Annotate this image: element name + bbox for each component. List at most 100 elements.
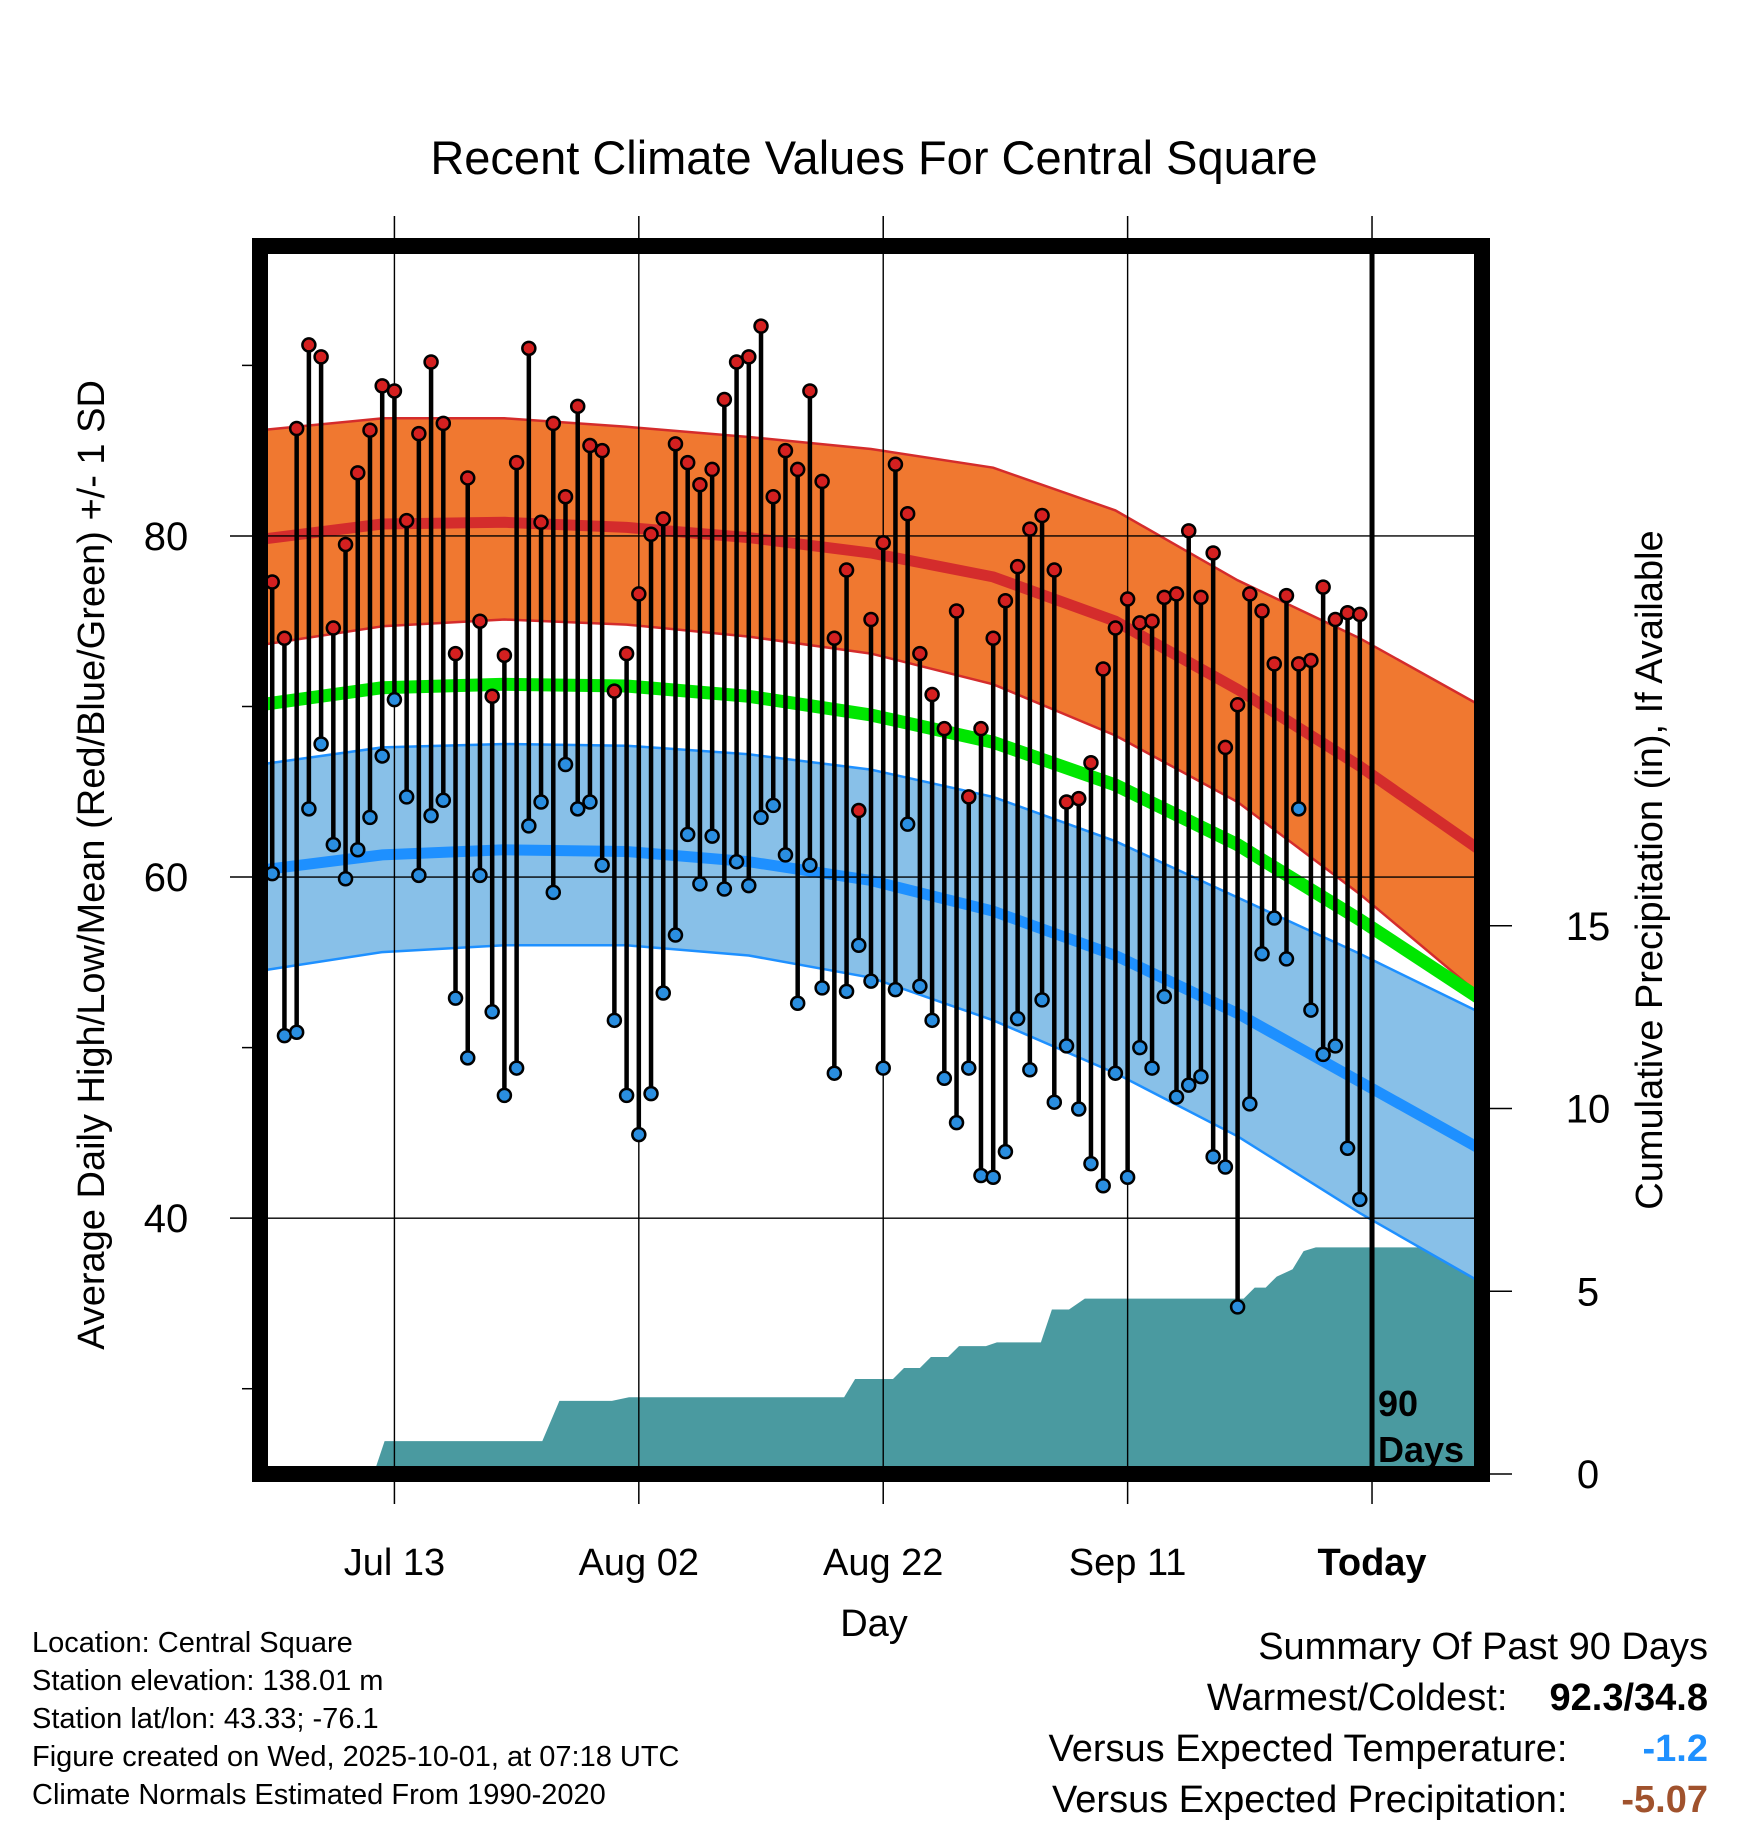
x-axis-label: Day	[840, 1603, 908, 1645]
warmest-coldest-row: Warmest/Coldest: 92.3/34.8	[1049, 1673, 1708, 1724]
elevation-line: Station elevation: 138.01 m	[32, 1665, 384, 1697]
station-info: Location: Central Square Station elevati…	[32, 1624, 680, 1814]
daily-high-point	[1339, 604, 1356, 621]
daily-high-point	[679, 454, 696, 471]
daily-low-point	[362, 809, 378, 826]
daily-low-point	[936, 1070, 953, 1087]
daily-high-point	[496, 647, 513, 664]
daily-high-point	[435, 415, 452, 432]
daily-low-point	[1119, 1169, 1136, 1185]
daily-high-point	[1107, 620, 1124, 636]
location-line: Location: Central Square	[32, 1627, 353, 1659]
daily-high-point	[814, 473, 830, 490]
daily-low-point	[1034, 992, 1050, 1008]
daily-high-point	[789, 461, 806, 478]
daily-high-point	[802, 383, 818, 399]
daily-low-point	[301, 801, 317, 817]
daily-low-point	[789, 995, 806, 1012]
y-axis-label-left: Average Daily High/Low/Mean (Red/Blue/Gr…	[71, 380, 113, 1350]
daily-low-point	[741, 877, 757, 894]
latlon-line: Station lat/lon: 43.33; -76.1	[32, 1703, 379, 1735]
y-tick-label-right: 0	[1577, 1453, 1599, 1497]
daily-high-point	[961, 789, 977, 805]
daily-low-point	[1315, 1046, 1331, 1063]
daily-low-point	[423, 807, 439, 824]
daily-high-point	[386, 383, 403, 399]
daily-high-point	[1290, 656, 1307, 672]
daily-low-point	[753, 809, 769, 826]
daily-high-point	[301, 337, 317, 353]
daily-low-point	[337, 871, 354, 887]
x-tick-label: Jul 13	[344, 1542, 445, 1584]
daily-low-point	[912, 978, 928, 994]
y-tick-label-right: 5	[1577, 1270, 1599, 1314]
daily-low-point	[1022, 1062, 1038, 1078]
daily-low-point	[1168, 1089, 1185, 1105]
daily-high-point	[1156, 589, 1173, 606]
daily-high-point	[1278, 587, 1295, 604]
daily-low-point	[374, 748, 390, 764]
daily-high-point	[447, 645, 464, 662]
daily-high-point	[508, 454, 525, 471]
normals-line: Climate Normals Estimated From 1990-2020	[32, 1779, 606, 1811]
daily-low-point	[1132, 1039, 1148, 1056]
daily-low-point	[899, 816, 916, 832]
daily-high-point	[1132, 615, 1148, 631]
precipitation-layer	[260, 1247, 1482, 1474]
daily-high-point	[741, 349, 757, 365]
daily-low-point	[1095, 1178, 1111, 1194]
daily-low-point	[728, 853, 745, 870]
daily-high-point	[606, 683, 623, 699]
daily-high-point	[557, 488, 574, 505]
daily-high-point	[631, 586, 647, 602]
daily-low-point	[863, 973, 879, 989]
today-label-line2: Days	[1378, 1429, 1464, 1470]
daily-low-point	[1046, 1094, 1063, 1110]
high-upper-edge	[259, 417, 1483, 708]
x-tick-label: Sep 11	[1069, 1542, 1187, 1584]
daily-low-point	[961, 1060, 977, 1076]
daily-low-point	[1070, 1101, 1087, 1117]
daily-high-point	[337, 536, 354, 553]
daily-low-point	[765, 797, 781, 814]
today-label-line1: 90	[1378, 1383, 1418, 1424]
temperature-anomaly-value: -1.2	[1642, 1728, 1708, 1770]
daily-low-point	[1254, 946, 1270, 962]
daily-high-point	[594, 442, 610, 459]
daily-high-point	[1034, 507, 1050, 524]
daily-low-point	[851, 937, 867, 954]
y-tick-label-left: 40	[144, 1197, 189, 1241]
warmest-coldest-label: Warmest/Coldest:	[1206, 1677, 1508, 1719]
y-tick-label-right: 10	[1566, 1088, 1611, 1132]
daily-low-point	[435, 792, 452, 809]
daily-high-point	[1046, 562, 1063, 578]
daily-low-point	[1278, 951, 1295, 967]
normal-high-line	[259, 516, 1486, 857]
daily-low-point	[997, 1143, 1014, 1160]
temperature-anomaly-row: Versus Expected Temperature: -1.2	[1049, 1724, 1708, 1775]
daily-high-point	[411, 425, 427, 442]
daily-low-point	[631, 1126, 647, 1143]
summary-panel: Summary Of Past 90 Days Warmest/Coldest:…	[1049, 1622, 1708, 1826]
plot-frame	[252, 238, 1490, 1482]
daily-dots	[264, 318, 1368, 1315]
daily-low-point	[508, 1060, 525, 1076]
daily-high-point	[924, 686, 940, 703]
daily-high-point	[1205, 545, 1221, 561]
daily-low-point	[288, 1024, 305, 1041]
daily-high-point	[1119, 591, 1136, 607]
y-tick-label-right: 15	[1566, 905, 1611, 949]
daily-high-point	[1303, 652, 1319, 669]
daily-high-point	[533, 514, 549, 531]
daily-low-point	[838, 983, 855, 1000]
daily-high-point	[887, 456, 904, 473]
daily-low-point	[1144, 1060, 1160, 1076]
daily-low-point	[875, 1060, 891, 1076]
daily-low-point	[985, 1169, 1001, 1185]
daily-low-point	[1290, 801, 1307, 817]
daily-high-point	[1180, 523, 1197, 539]
daily-high-point	[423, 354, 439, 370]
daily-high-point	[997, 593, 1014, 609]
daily-low-point	[802, 857, 818, 873]
warmest-coldest-value: 92.3/34.8	[1549, 1677, 1708, 1719]
